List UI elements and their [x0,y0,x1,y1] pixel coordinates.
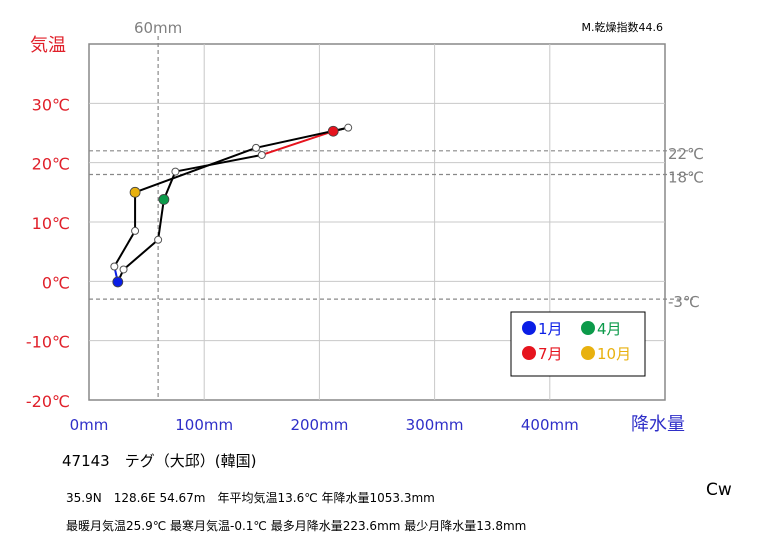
month-point-5 [171,167,180,176]
legend-label: 1月 [538,320,563,338]
y-tick-label: 10℃ [32,214,70,233]
station-extremes: 最暖月気温25.9℃ 最寒月気温-0.1℃ 最多月降水量223.6mm 最少月降… [66,519,527,533]
koppen-class: Cw [706,480,732,500]
y-tick-label: -20℃ [26,392,70,411]
reference-label-temperature: 18℃ [668,169,704,187]
month-point-6 [257,150,266,159]
x-tick-label: 100mm [175,416,233,434]
legend-label: 4月 [597,320,622,338]
x-tick-label: 400mm [521,416,579,434]
y-tick-label: -10℃ [26,333,70,352]
month-point-12 [110,262,119,271]
reference-label-temperature: 22℃ [668,145,704,163]
month-point-9 [252,143,261,152]
y-tick-label: 0℃ [42,273,70,292]
reference-label-temperature: -3℃ [668,293,700,311]
station-name: 47143 テグ（大邱）(韓国) [62,452,257,470]
x-axis-label: 降水量 [631,414,685,435]
climograph-segment [113,229,137,268]
legend-marker [522,346,536,360]
y-axis-label: 気温 [30,35,66,56]
y-tick-label: 20℃ [32,155,70,174]
legend-label: 10月 [597,345,631,363]
legend-marker [581,321,595,335]
aridity-index-annotation: M.乾燥指数44.6 [582,20,663,34]
x-tick-label: 300mm [406,416,464,434]
month-point-8 [344,123,353,132]
legend-marker [581,346,595,360]
x-tick-label: 0mm [70,416,109,434]
month-point-1 [112,276,124,288]
climograph-segment [260,130,335,156]
station-summary: 35.9N 128.6E 54.67m 年平均気温13.6℃ 年降水量1053.… [66,491,435,505]
x-tick-label: 200mm [290,416,348,434]
climograph-segment [122,238,160,271]
month-point-10 [129,186,141,198]
reference-label-precipitation: 60mm [134,19,182,37]
month-point-7 [327,125,339,137]
month-point-4 [158,194,170,205]
climograph-segment [157,198,165,241]
month-point-11 [131,226,140,235]
y-tick-label: 30℃ [32,95,70,114]
legend-label: 7月 [538,345,563,363]
climograph-segment [134,146,258,194]
climograph-segment [174,153,263,173]
month-point-3 [154,235,163,244]
month-point-2 [119,265,128,274]
legend-marker [522,321,536,335]
